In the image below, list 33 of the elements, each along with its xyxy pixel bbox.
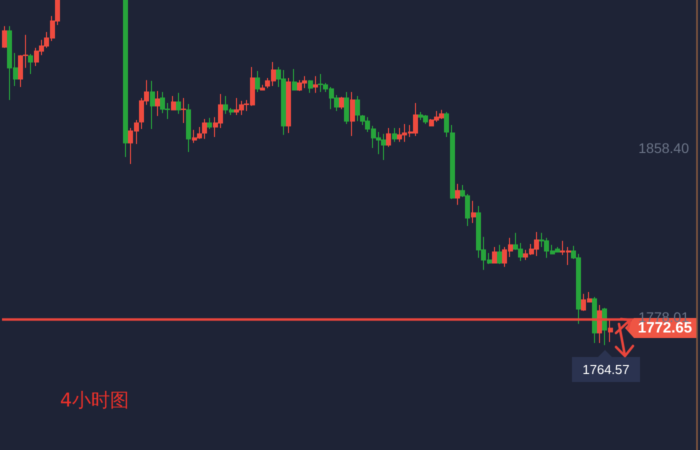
annotation: 1764.57	[582, 362, 630, 377]
candlestick	[28, 54, 33, 74]
candlestick	[186, 104, 191, 152]
candlestick	[497, 244, 502, 264]
candlestick	[392, 128, 397, 142]
candlestick	[444, 112, 449, 138]
candlestick	[176, 92, 181, 114]
candlestick	[308, 80, 313, 94]
candlestick	[355, 96, 360, 122]
candlestick	[181, 97, 186, 124]
candlestick	[171, 96, 176, 110]
candlestick	[202, 118, 207, 140]
candlestick	[339, 96, 344, 110]
candlestick	[292, 68, 297, 90]
candlestick	[313, 76, 318, 94]
candlestick	[2, 26, 7, 48]
candlestick	[260, 84, 265, 90]
candlestick	[123, 0, 128, 158]
candlestick	[155, 90, 160, 117]
candlestick	[344, 92, 349, 125]
candlestick	[492, 246, 497, 264]
y-tick-label: 1858.40	[638, 140, 690, 156]
candlestick	[455, 183, 460, 206]
candlestick	[286, 77, 291, 134]
candlestick	[150, 80, 155, 130]
candlestick	[350, 92, 355, 136]
candlestick	[255, 70, 260, 93]
candlestick	[386, 128, 391, 148]
text: 4小时图	[60, 390, 130, 412]
candlestick	[207, 117, 212, 130]
candlestick	[471, 200, 476, 224]
candlestick	[592, 296, 597, 344]
candlestick	[450, 124, 455, 200]
